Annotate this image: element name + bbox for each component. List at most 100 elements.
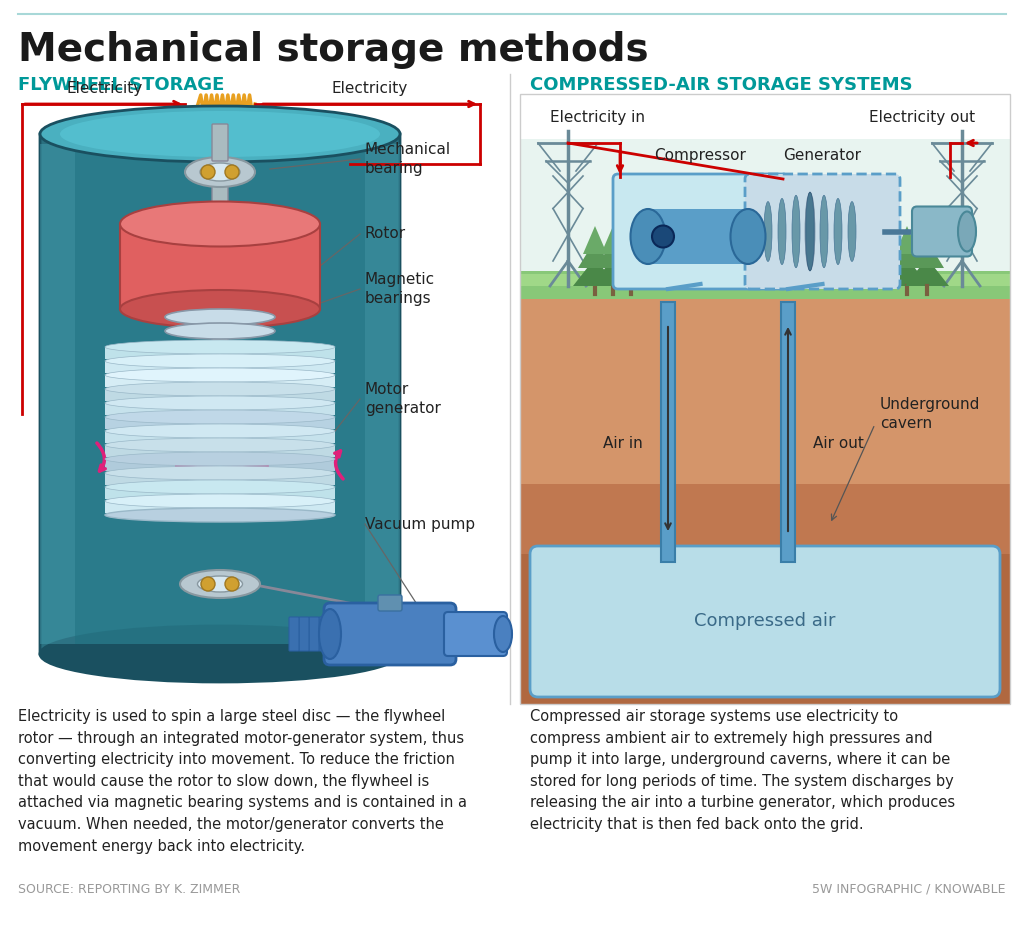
Ellipse shape — [778, 198, 786, 264]
Ellipse shape — [185, 157, 255, 187]
Ellipse shape — [834, 198, 842, 264]
Ellipse shape — [40, 626, 400, 682]
Ellipse shape — [848, 202, 856, 261]
Polygon shape — [910, 240, 944, 268]
FancyBboxPatch shape — [662, 302, 675, 562]
Ellipse shape — [746, 194, 790, 224]
FancyBboxPatch shape — [781, 302, 795, 562]
Text: Compressed air storage systems use electricity to
compress ambient air to extrem: Compressed air storage systems use elect… — [530, 709, 955, 832]
Text: Vacuum pump: Vacuum pump — [365, 516, 475, 531]
FancyBboxPatch shape — [648, 209, 748, 264]
Ellipse shape — [180, 570, 260, 598]
Ellipse shape — [200, 163, 240, 181]
Polygon shape — [614, 240, 648, 268]
FancyBboxPatch shape — [105, 431, 335, 443]
Text: SOURCE: REPORTING BY K. ZIMMER: SOURCE: REPORTING BY K. ZIMMER — [18, 883, 241, 896]
FancyBboxPatch shape — [520, 274, 1010, 286]
Ellipse shape — [105, 396, 335, 410]
FancyBboxPatch shape — [105, 361, 335, 373]
Ellipse shape — [105, 452, 335, 466]
Ellipse shape — [165, 309, 275, 325]
Polygon shape — [885, 258, 929, 286]
Ellipse shape — [165, 323, 275, 339]
FancyBboxPatch shape — [912, 207, 972, 257]
Polygon shape — [583, 226, 607, 254]
Ellipse shape — [792, 195, 800, 268]
Text: Electricity: Electricity — [67, 81, 143, 96]
FancyBboxPatch shape — [530, 546, 1000, 697]
Ellipse shape — [758, 184, 822, 224]
FancyBboxPatch shape — [105, 347, 335, 359]
Text: Compressor: Compressor — [654, 148, 746, 163]
Polygon shape — [915, 226, 939, 254]
Ellipse shape — [105, 424, 335, 438]
Text: COMPRESSED-AIR STORAGE SYSTEMS: COMPRESSED-AIR STORAGE SYSTEMS — [530, 76, 912, 94]
FancyBboxPatch shape — [745, 174, 900, 289]
Polygon shape — [618, 226, 643, 254]
FancyBboxPatch shape — [520, 139, 1010, 294]
FancyBboxPatch shape — [520, 484, 1010, 554]
Ellipse shape — [105, 340, 335, 354]
Text: 5W INFOGRAPHIC / KNOWABLE: 5W INFOGRAPHIC / KNOWABLE — [812, 883, 1006, 896]
FancyBboxPatch shape — [212, 124, 228, 161]
Ellipse shape — [105, 480, 335, 494]
FancyBboxPatch shape — [105, 459, 335, 471]
Text: Electricity out: Electricity out — [869, 110, 975, 125]
Text: Mechanical
bearing: Mechanical bearing — [365, 143, 452, 176]
Text: Generator: Generator — [783, 148, 861, 163]
Ellipse shape — [201, 165, 215, 179]
Polygon shape — [591, 258, 635, 286]
Text: Underground
cavern: Underground cavern — [880, 397, 980, 430]
Text: FLYWHEEL STORAGE: FLYWHEEL STORAGE — [18, 76, 224, 94]
Polygon shape — [895, 226, 919, 254]
Ellipse shape — [730, 209, 766, 264]
Ellipse shape — [652, 226, 674, 247]
Text: Electricity: Electricity — [332, 81, 409, 96]
Ellipse shape — [105, 508, 335, 522]
Polygon shape — [890, 240, 924, 268]
Text: Electricity is used to spin a large steel disc — the flywheel
rotor — through an: Electricity is used to spin a large stee… — [18, 709, 467, 853]
Ellipse shape — [805, 193, 815, 271]
FancyBboxPatch shape — [105, 487, 335, 499]
Ellipse shape — [105, 438, 335, 452]
Ellipse shape — [764, 202, 772, 261]
FancyBboxPatch shape — [105, 403, 335, 415]
Polygon shape — [573, 258, 617, 286]
FancyBboxPatch shape — [105, 473, 335, 485]
Ellipse shape — [120, 201, 319, 246]
Ellipse shape — [790, 194, 834, 224]
FancyBboxPatch shape — [40, 134, 400, 654]
Ellipse shape — [120, 290, 319, 328]
FancyBboxPatch shape — [309, 617, 319, 651]
Polygon shape — [609, 258, 653, 286]
FancyBboxPatch shape — [520, 271, 1010, 299]
FancyBboxPatch shape — [365, 144, 400, 644]
FancyBboxPatch shape — [40, 144, 75, 644]
FancyBboxPatch shape — [212, 123, 228, 365]
Text: Air in: Air in — [603, 436, 643, 451]
Ellipse shape — [40, 106, 400, 162]
Polygon shape — [596, 240, 630, 268]
FancyBboxPatch shape — [648, 209, 748, 264]
Text: Rotor: Rotor — [365, 227, 407, 242]
FancyBboxPatch shape — [75, 144, 365, 644]
FancyBboxPatch shape — [520, 554, 1010, 704]
Ellipse shape — [105, 368, 335, 382]
FancyBboxPatch shape — [613, 174, 788, 289]
Ellipse shape — [105, 494, 335, 508]
Text: Magnetic
bearings: Magnetic bearings — [365, 272, 435, 306]
Polygon shape — [905, 258, 949, 286]
FancyBboxPatch shape — [105, 445, 335, 457]
Text: Mechanical storage methods: Mechanical storage methods — [18, 31, 648, 69]
Ellipse shape — [60, 111, 380, 157]
FancyBboxPatch shape — [105, 417, 335, 429]
FancyBboxPatch shape — [444, 612, 507, 656]
Text: Air out: Air out — [813, 436, 864, 451]
Ellipse shape — [105, 466, 335, 480]
Text: Electricity in: Electricity in — [551, 110, 645, 125]
Ellipse shape — [105, 410, 335, 424]
Polygon shape — [601, 226, 625, 254]
Ellipse shape — [494, 616, 512, 652]
FancyBboxPatch shape — [324, 603, 456, 665]
Ellipse shape — [225, 165, 239, 179]
